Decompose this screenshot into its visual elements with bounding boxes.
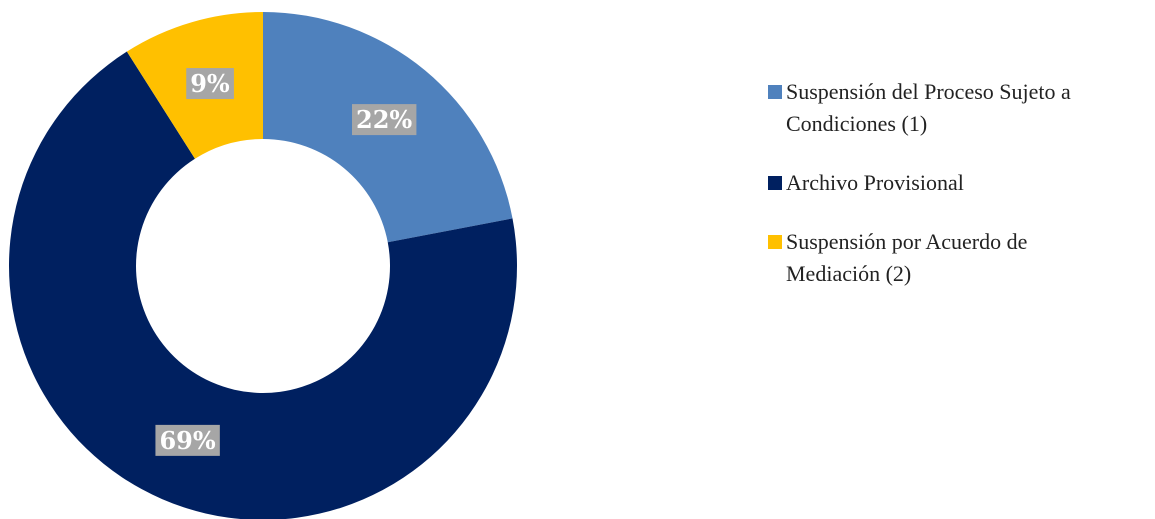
- data-label: 69%: [159, 426, 215, 455]
- data-label-box: [352, 104, 417, 136]
- data-label-box: [186, 68, 234, 100]
- legend-swatch: [768, 85, 782, 99]
- data-label: 9%: [190, 69, 230, 98]
- legend-item: Archivo Provisional: [768, 167, 1098, 199]
- legend-label: Suspensión del Proceso Sujeto a Condicio…: [786, 79, 1071, 136]
- legend-swatch: [768, 176, 782, 190]
- donut-slice: [9, 51, 517, 519]
- data-label-box: [155, 424, 220, 456]
- legend-item: Suspensión del Proceso Sujeto a Condicio…: [768, 76, 1098, 140]
- legend-label: Suspensión por Acuerdo de Mediación (2): [786, 229, 1028, 286]
- legend-label: Archivo Provisional: [786, 170, 964, 195]
- legend: Suspensión del Proceso Sujeto a Condicio…: [768, 76, 1098, 317]
- legend-swatch: [768, 235, 782, 249]
- legend-item: Suspensión por Acuerdo de Mediación (2): [768, 226, 1098, 290]
- data-label: 22%: [356, 105, 412, 134]
